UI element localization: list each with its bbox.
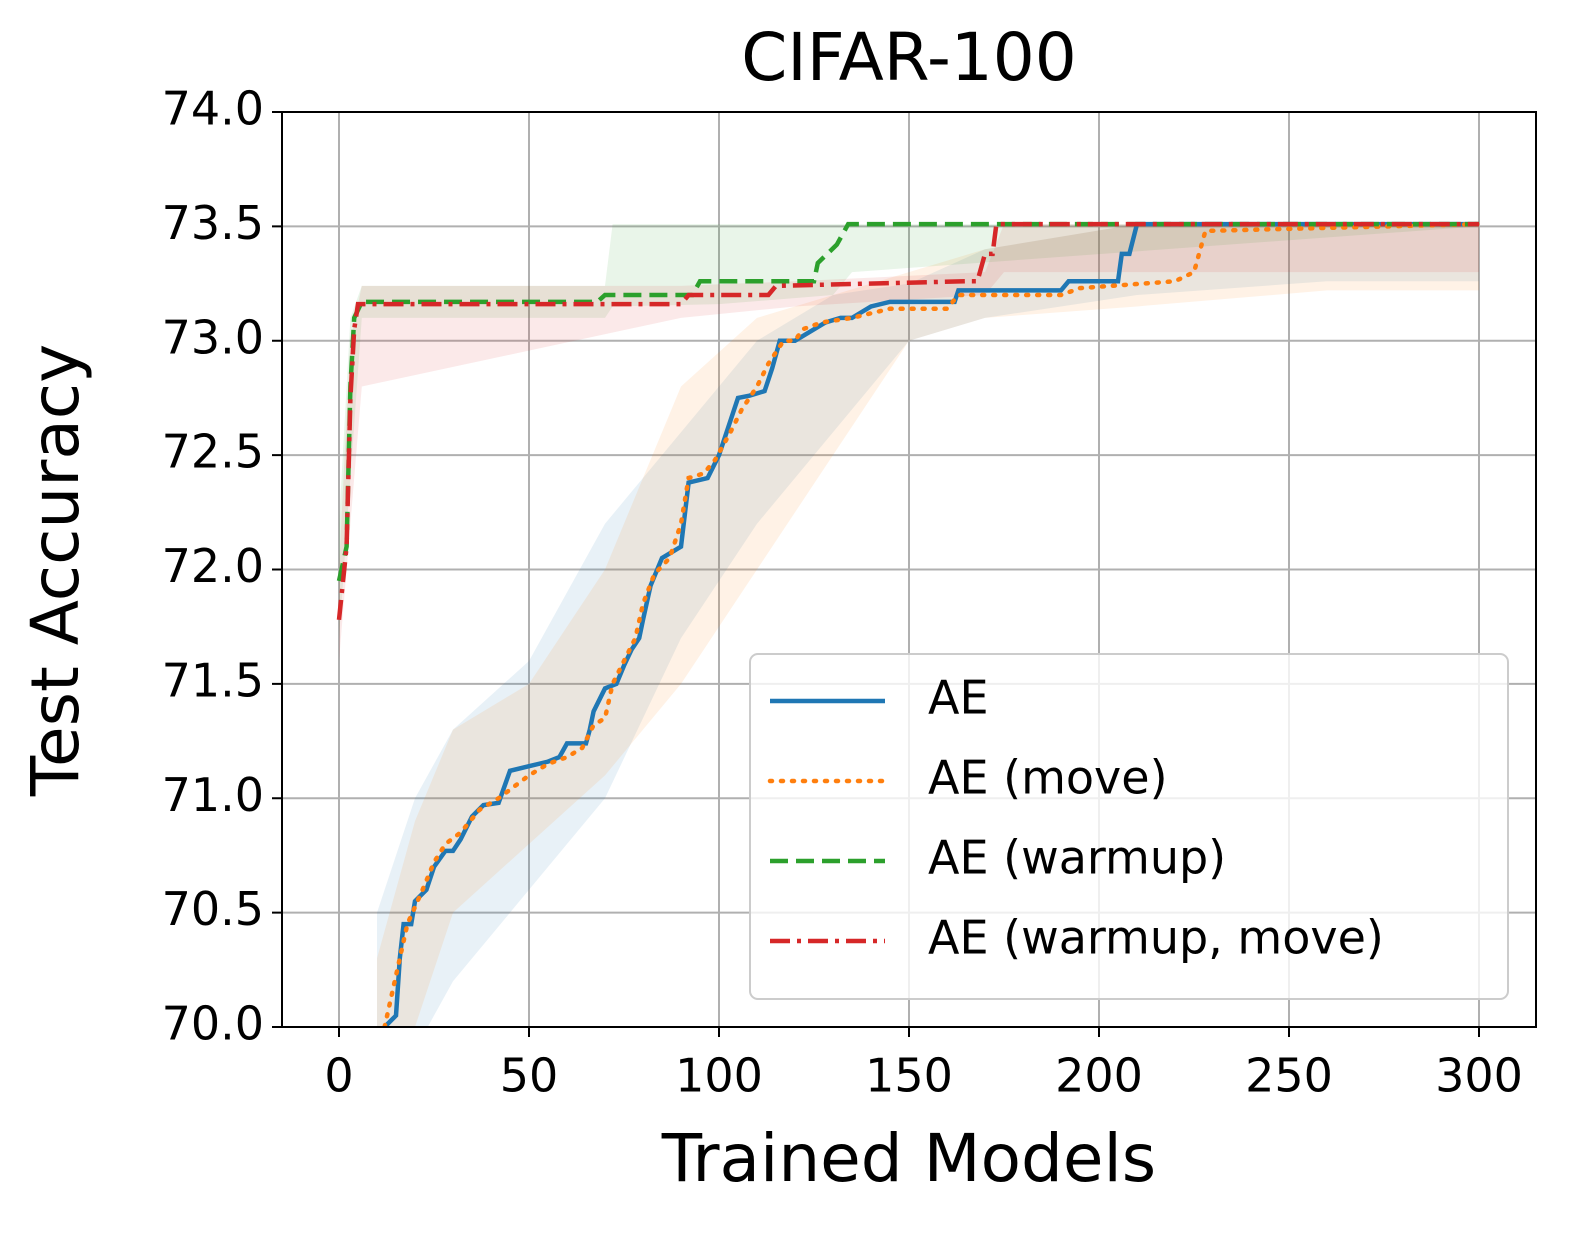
series-line [336, 221, 1479, 582]
x-tick-label: 300 [1435, 1049, 1523, 1103]
x-tick-label: 100 [675, 1049, 763, 1103]
y-tick-label: 72.0 [162, 539, 264, 593]
grid [282, 111, 1536, 1028]
y-tick-label: 73.0 [162, 310, 264, 364]
y-tick-label: 71.0 [162, 768, 264, 822]
legend-label: AE (warmup, move) [928, 911, 1384, 965]
y-tick-label: 73.5 [162, 196, 264, 250]
y-tick-label: 74.0 [162, 82, 264, 136]
series-line [382, 221, 1482, 1027]
lines [336, 221, 1482, 1027]
y-axis-label: Test Accuracy [17, 344, 94, 797]
legend-label: AE (warmup) [928, 831, 1226, 885]
x-axis-label: Trained Models [661, 1120, 1156, 1197]
series-line [336, 221, 1479, 621]
legend-box [749, 653, 1509, 1000]
legend: AE AE (move) AE (warmup) AE (warmup, move) [749, 653, 1509, 1000]
ticks: 0 50 100 150 200 250 300 70.0 70.5 71.0 71.5 72.0 72… [162, 82, 1523, 1103]
y-tick-label: 70.5 [162, 882, 264, 936]
confidence-band [377, 224, 1479, 1027]
confidence-band [377, 224, 1479, 1027]
legend-label: AE [928, 671, 989, 725]
y-tick-label: 70.0 [162, 997, 264, 1051]
chart-title: CIFAR-100 [741, 19, 1077, 96]
x-tick-label: 200 [1055, 1049, 1143, 1103]
x-tick-label: 0 [324, 1049, 353, 1103]
bands [339, 224, 1479, 1027]
legend-label: AE (move) [928, 751, 1168, 805]
confidence-band [339, 224, 1479, 661]
x-tick-label: 150 [865, 1049, 953, 1103]
y-tick-label: 72.5 [162, 425, 264, 479]
x-tick-label: 250 [1245, 1049, 1333, 1103]
y-tick-label: 71.5 [162, 653, 264, 707]
series-line [383, 221, 1479, 1027]
x-tick-label: 50 [500, 1049, 559, 1103]
